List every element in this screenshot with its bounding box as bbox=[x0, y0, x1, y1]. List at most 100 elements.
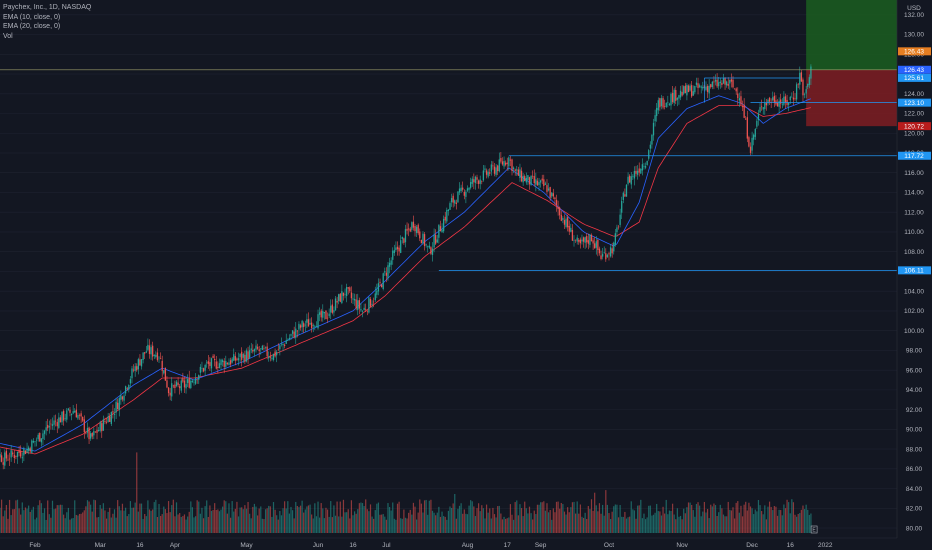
volume-bar bbox=[350, 500, 353, 533]
candle-body bbox=[249, 350, 251, 358]
candle-body bbox=[415, 226, 418, 233]
candle-body bbox=[185, 384, 187, 389]
candle-body bbox=[134, 366, 136, 371]
candle-body bbox=[492, 165, 494, 167]
price-tick-label: 114.00 bbox=[904, 190, 924, 197]
candle-body bbox=[549, 187, 551, 198]
candle-body bbox=[740, 96, 742, 105]
volume-bar bbox=[285, 508, 287, 533]
candle-body bbox=[423, 234, 426, 247]
candle-body bbox=[15, 455, 17, 457]
candle-body bbox=[209, 362, 211, 366]
candle-body bbox=[753, 134, 755, 140]
price-tick-label: 94.00 bbox=[906, 387, 923, 394]
volume-bar bbox=[702, 511, 704, 533]
candle-body bbox=[352, 298, 354, 300]
candle-body bbox=[266, 346, 268, 357]
volume-bar bbox=[4, 510, 6, 533]
volume-bar bbox=[179, 513, 181, 533]
volume-bar bbox=[128, 514, 130, 533]
candle-body bbox=[800, 72, 803, 82]
candle-body bbox=[562, 217, 564, 220]
candle-body bbox=[231, 358, 233, 363]
candle-body bbox=[299, 325, 302, 328]
volume-bar bbox=[788, 502, 790, 533]
candle-body bbox=[363, 307, 365, 311]
volume-bar bbox=[322, 508, 324, 533]
ema10-line bbox=[0, 95, 812, 452]
volume-bar bbox=[215, 509, 217, 533]
price-label-badge bbox=[898, 151, 931, 160]
volume-bar bbox=[320, 503, 322, 533]
candle-body bbox=[470, 182, 472, 188]
volume-bar bbox=[592, 510, 594, 533]
volume-bar bbox=[212, 510, 214, 533]
earnings-marker bbox=[810, 525, 818, 534]
candle-body bbox=[190, 380, 192, 389]
candle-body bbox=[538, 182, 540, 186]
candle-body bbox=[732, 79, 734, 88]
volume-bar bbox=[48, 514, 50, 533]
candle-body bbox=[93, 431, 95, 436]
volume-bar bbox=[247, 501, 249, 533]
volume-bar bbox=[408, 512, 410, 533]
price-tick-label: 110.00 bbox=[904, 229, 924, 236]
candle-body bbox=[220, 359, 222, 365]
volume-bar bbox=[102, 503, 104, 533]
volume-bar bbox=[455, 518, 457, 533]
candle-body bbox=[511, 159, 513, 172]
volume-bar bbox=[789, 513, 791, 533]
volume-bar bbox=[330, 501, 332, 533]
candle-body bbox=[636, 170, 639, 175]
volume-bar bbox=[39, 500, 41, 533]
volume-bar bbox=[56, 505, 58, 533]
volume-bar bbox=[414, 506, 416, 533]
candle-body bbox=[315, 326, 318, 327]
candle-body bbox=[738, 98, 741, 101]
price-label-text: 125.61 bbox=[904, 75, 924, 82]
volume-bar bbox=[586, 518, 588, 533]
candle-body bbox=[67, 408, 70, 410]
candle-body bbox=[792, 97, 795, 100]
candle-body bbox=[318, 312, 321, 315]
candle-body bbox=[387, 265, 389, 279]
volume-bar bbox=[643, 513, 645, 533]
time-tick-label: Apr bbox=[170, 542, 181, 549]
volume-bar bbox=[86, 500, 89, 533]
candle-body bbox=[460, 187, 462, 191]
volume-bar bbox=[32, 506, 35, 533]
candle-body bbox=[260, 348, 262, 349]
candle-body bbox=[0, 455, 3, 462]
price-tick-label: 80.00 bbox=[906, 525, 923, 532]
volume-bar bbox=[336, 501, 338, 533]
volume-bar bbox=[627, 517, 629, 533]
volume-bar bbox=[748, 502, 750, 533]
volume-bar bbox=[217, 509, 219, 533]
volume-bar bbox=[207, 516, 209, 533]
volume-bar bbox=[705, 512, 707, 533]
candle-body bbox=[667, 102, 669, 104]
candle-body bbox=[193, 381, 195, 383]
earnings-marker-label: E bbox=[812, 528, 816, 534]
volume-bar bbox=[614, 504, 616, 533]
candle-body bbox=[552, 193, 554, 197]
volume-bar bbox=[452, 503, 454, 533]
candle-body bbox=[179, 386, 181, 389]
volume-bar bbox=[66, 512, 68, 533]
candle-body bbox=[174, 384, 176, 389]
volume-bar bbox=[648, 505, 650, 533]
volume-bar bbox=[371, 516, 373, 533]
candle-body bbox=[735, 88, 737, 92]
candle-body bbox=[633, 170, 636, 179]
volume-bar bbox=[640, 499, 642, 533]
candle-body bbox=[48, 426, 50, 428]
volume-bar bbox=[476, 508, 478, 533]
candle-body bbox=[12, 452, 14, 455]
candle-body bbox=[668, 103, 671, 105]
candle-body bbox=[600, 255, 602, 260]
candle-body bbox=[150, 347, 152, 355]
candle-body bbox=[258, 349, 260, 352]
volume-bar bbox=[609, 519, 612, 533]
